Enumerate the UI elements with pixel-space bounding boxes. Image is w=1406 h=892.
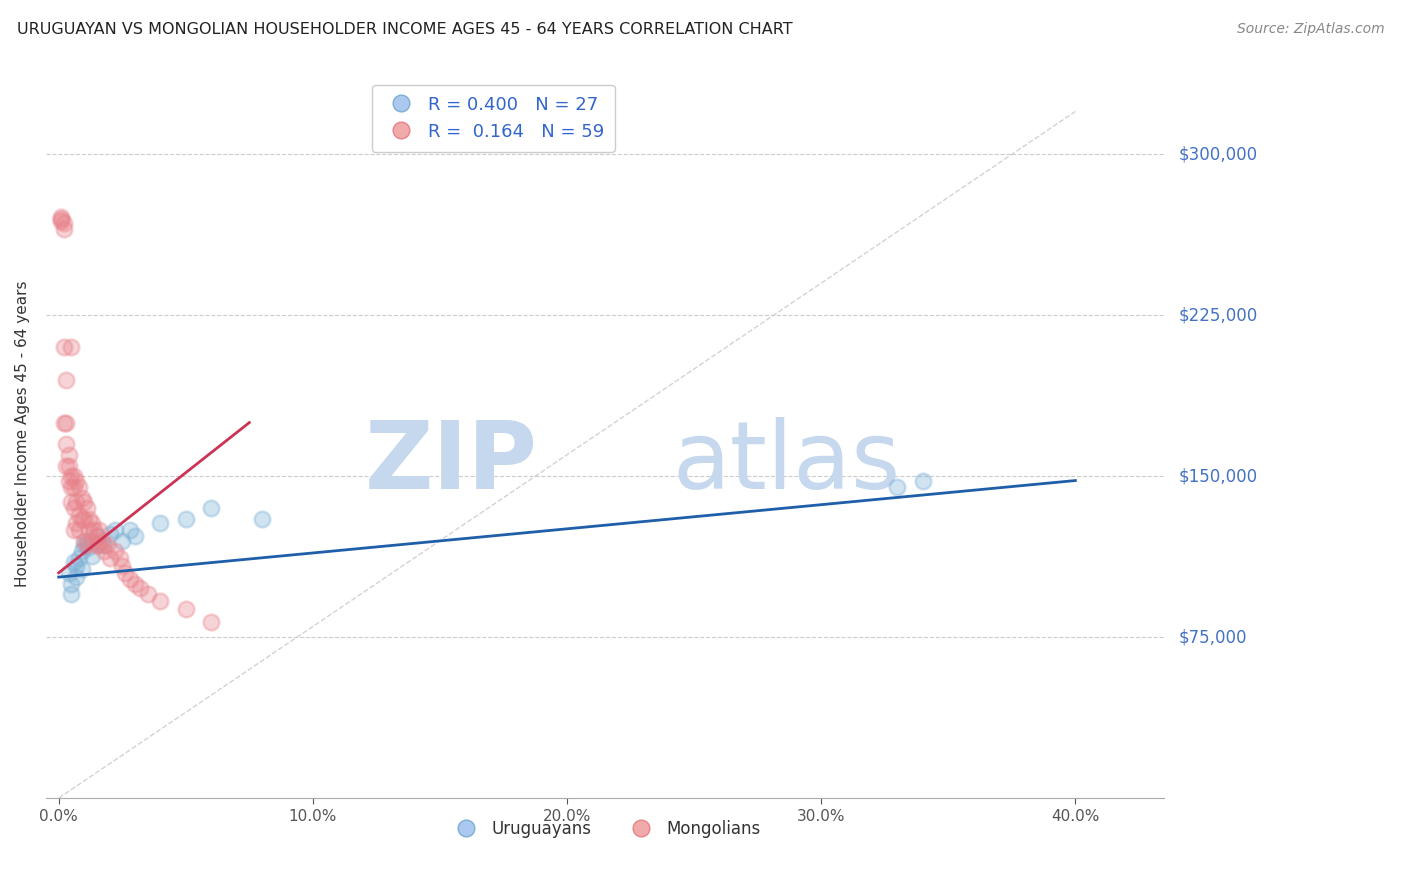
Point [58,458,80,473]
Point [89,523,111,537]
Point [149,516,172,531]
Point [60,480,83,494]
Point [63,469,86,483]
Point [83,523,105,537]
Point [118,523,141,537]
Point [89,535,111,549]
Point [55,458,77,473]
Point [124,576,146,591]
Point [73,512,96,526]
Point [200,501,222,516]
Point [174,602,197,616]
Point [60,341,83,355]
Point [73,495,96,509]
Point [63,480,86,494]
Point [76,533,98,548]
Legend: Uruguayans, Mongolians: Uruguayans, Mongolians [443,814,768,845]
Point [70,491,93,505]
Point [63,523,86,537]
Point [111,533,134,548]
Point [70,544,93,558]
Point [98,527,121,541]
Point [63,501,86,516]
Point [58,448,80,462]
Text: URUGUAYAN VS MONGOLIAN HOUSEHOLDER INCOME AGES 45 - 64 YEARS CORRELATION CHART: URUGUAYAN VS MONGOLIAN HOUSEHOLDER INCOM… [17,22,793,37]
Point [58,474,80,488]
Text: $300,000: $300,000 [1178,145,1257,163]
Point [51,210,73,224]
Point [86,538,108,552]
Point [55,373,77,387]
Point [65,559,87,574]
Point [60,495,83,509]
Point [93,538,115,552]
Point [124,529,146,543]
Point [60,587,83,601]
Point [52,341,75,355]
Point [67,523,90,537]
Point [67,508,90,522]
Point [52,416,75,430]
Point [93,544,115,558]
Y-axis label: Householder Income Ages 45 - 64 years: Householder Income Ages 45 - 64 years [15,280,30,587]
Point [108,550,131,565]
Point [67,480,90,494]
Point [96,538,118,552]
Point [250,512,273,526]
Point [136,587,159,601]
Point [90,533,112,548]
Point [200,615,222,630]
Text: $150,000: $150,000 [1178,467,1257,485]
Point [52,222,75,236]
Point [886,480,908,494]
Point [77,523,100,537]
Text: ZIP: ZIP [366,417,538,508]
Point [114,566,136,580]
Point [70,512,93,526]
Point [104,523,127,537]
Point [86,529,108,543]
Point [911,474,934,488]
Point [55,416,77,430]
Point [111,559,134,574]
Text: $225,000: $225,000 [1178,306,1257,325]
Point [60,469,83,483]
Point [60,576,83,591]
Point [67,550,90,565]
Text: $75,000: $75,000 [1178,628,1247,646]
Point [73,538,96,552]
Point [149,593,172,607]
Point [58,566,80,580]
Point [76,501,98,516]
Point [86,529,108,543]
Point [65,474,87,488]
Point [80,516,103,531]
Point [70,561,93,575]
Point [51,211,73,226]
Text: atlas: atlas [672,417,900,508]
Point [55,437,77,451]
Point [98,550,121,565]
Text: Source: ZipAtlas.com: Source: ZipAtlas.com [1237,22,1385,37]
Point [73,533,96,548]
Point [104,544,127,558]
Point [76,538,98,552]
Point [89,538,111,552]
Point [129,581,152,595]
Point [80,549,103,563]
Point [65,495,87,509]
Point [80,533,103,548]
Point [65,570,87,584]
Point [118,572,141,586]
Point [65,516,87,531]
Point [51,214,73,228]
Point [63,555,86,569]
Point [77,540,100,554]
Point [174,512,197,526]
Point [52,216,75,230]
Point [77,512,100,526]
